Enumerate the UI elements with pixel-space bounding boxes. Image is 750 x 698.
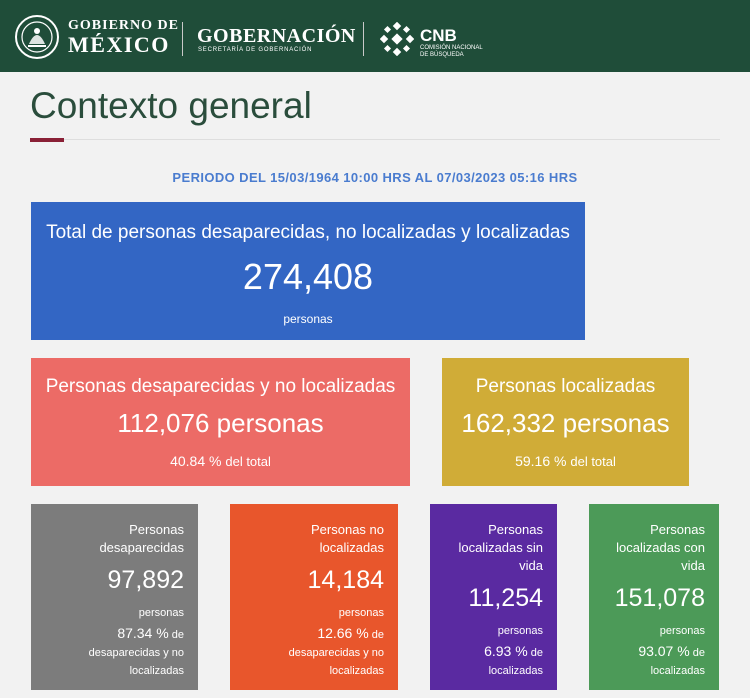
percent-ref: localizadas: [129, 665, 184, 677]
percent-ref: localizadas: [329, 665, 384, 677]
card-value: 112,076 personas: [117, 408, 324, 438]
cnb-logo-icon[interactable]: [380, 22, 414, 56]
card-value: 162,332 personas: [461, 408, 670, 438]
mexico-text: MÉXICO: [68, 32, 170, 57]
percent-suffix: del total: [225, 454, 271, 469]
card-value: 151,078: [614, 584, 705, 612]
label-line: Personas no: [311, 522, 384, 537]
card-percent: 6.93 % de localizadas: [484, 642, 543, 680]
header-bar: GOBIERNO DE MÉXICO GOBERNACIÓN SECRETARÍ…: [0, 0, 750, 72]
card-percent: 40.84 % del total: [31, 453, 410, 469]
percent-value: 12.66 %: [317, 625, 369, 641]
percent-de: de: [692, 647, 705, 659]
total-value: 274,408: [242, 256, 374, 297]
percent-ref: desaparecidas y no: [88, 647, 184, 659]
localizadas-con-vida-card: Personas localizadas con vida 151,078 pe…: [589, 504, 719, 690]
period-range: PERIODO DEL 15/03/1964 10:00 HRS AL 07/0…: [172, 170, 578, 185]
label-line: Personas: [650, 522, 705, 537]
label-line: Personas: [488, 522, 543, 537]
label-line: desaparecidas: [99, 540, 184, 555]
title-accent-bar: [30, 138, 64, 142]
label-line: vida: [519, 558, 543, 573]
card-label: Personas desaparecidas: [99, 521, 184, 557]
percent-de: de: [171, 629, 184, 641]
card-value: 97,892: [107, 566, 184, 594]
label-line: localizadas con: [616, 540, 705, 555]
card-percent: 12.66 % de desaparecidas y no localizada…: [289, 624, 384, 680]
header-divider: [182, 22, 183, 56]
percent-suffix: del total: [570, 454, 616, 469]
national-emblem-icon[interactable]: [14, 14, 60, 60]
percent-ref: desaparecidas y no: [288, 647, 384, 659]
card-value: 11,254: [468, 584, 543, 612]
percent-value: 6.93 %: [484, 643, 528, 659]
cnb-logo-text[interactable]: CNB: [420, 26, 457, 45]
card-label: Personas localizadas con vida: [616, 521, 705, 575]
percent-value: 59.16 %: [515, 453, 567, 469]
card-unit: personas: [497, 625, 543, 637]
percent-value: 40.84 %: [170, 453, 222, 469]
card-unit: personas: [138, 607, 184, 619]
card-percent: 93.07 % de localizadas: [638, 642, 705, 680]
gobierno-de-text: GOBIERNO DE: [68, 18, 179, 33]
localizadas-sin-vida-card: Personas localizadas sin vida 11,254 per…: [430, 504, 557, 690]
label-line: localizadas sin: [458, 540, 543, 555]
card-unit: personas: [659, 625, 705, 637]
cnb-subtitle-line: DE BÚSQUEDA: [420, 52, 464, 58]
card-label: Personas desaparecidas y no localizadas: [45, 376, 396, 397]
gobernacion-subtitle: SECRETARÍA DE GOBERNACIÓN: [198, 47, 313, 53]
label-line: vida: [681, 558, 705, 573]
header-divider: [363, 22, 364, 56]
percent-value: 87.34 %: [117, 625, 169, 641]
card-value: 14,184: [307, 566, 384, 594]
total-card: Total de personas desaparecidas, no loca…: [31, 202, 585, 340]
localizadas-card: Personas localizadas 162,332 personas 59…: [442, 358, 689, 486]
desaparecidas-card: Personas desaparecidas 97,892 personas 8…: [31, 504, 198, 690]
percent-value: 93.07 %: [638, 643, 690, 659]
desaparecidas-no-localizadas-card: Personas desaparecidas y no localizadas …: [31, 358, 410, 486]
percent-ref: localizadas: [488, 665, 543, 677]
card-label: Personas no localizadas: [311, 521, 384, 557]
card-percent: 87.34 % de desaparecidas y no localizada…: [89, 624, 184, 680]
total-label: Total de personas desaparecidas, no loca…: [46, 222, 570, 243]
percent-ref: localizadas: [650, 665, 705, 677]
gobernacion-logo-text[interactable]: GOBERNACIÓN: [197, 25, 356, 47]
gobierno-mexico-logo[interactable]: GOBIERNO DE MÉXICO: [68, 19, 179, 56]
percent-de: de: [530, 647, 543, 659]
page-title: Contexto general: [30, 85, 312, 126]
label-line: Personas: [129, 522, 184, 537]
total-unit: personas: [283, 312, 333, 326]
cnb-subtitle: COMISIÓN NACIONAL DE BÚSQUEDA: [420, 45, 483, 59]
cnb-subtitle-line: COMISIÓN NACIONAL: [420, 45, 483, 51]
card-percent: 59.16 % del total: [442, 453, 689, 469]
percent-de: de: [371, 629, 384, 641]
card-unit: personas: [338, 607, 384, 619]
card-label: Personas localizadas: [475, 376, 656, 397]
label-line: localizadas: [319, 540, 384, 555]
title-divider: [64, 139, 720, 140]
card-label: Personas localizadas sin vida: [458, 521, 543, 575]
no-localizadas-card: Personas no localizadas 14,184 personas …: [230, 504, 398, 690]
